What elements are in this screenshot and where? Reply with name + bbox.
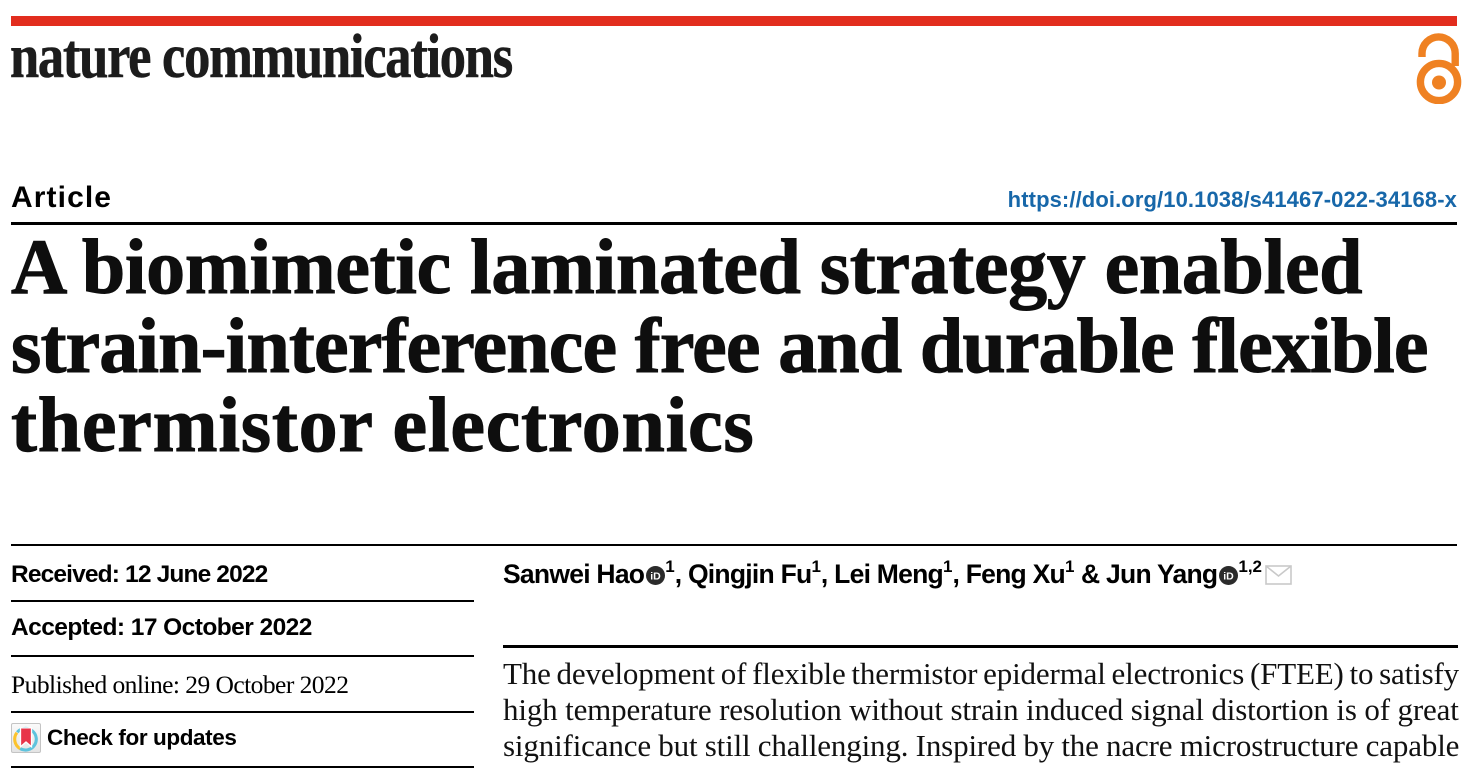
svg-text:iD: iD <box>1224 570 1235 582</box>
svg-text:iD: iD <box>651 570 662 582</box>
